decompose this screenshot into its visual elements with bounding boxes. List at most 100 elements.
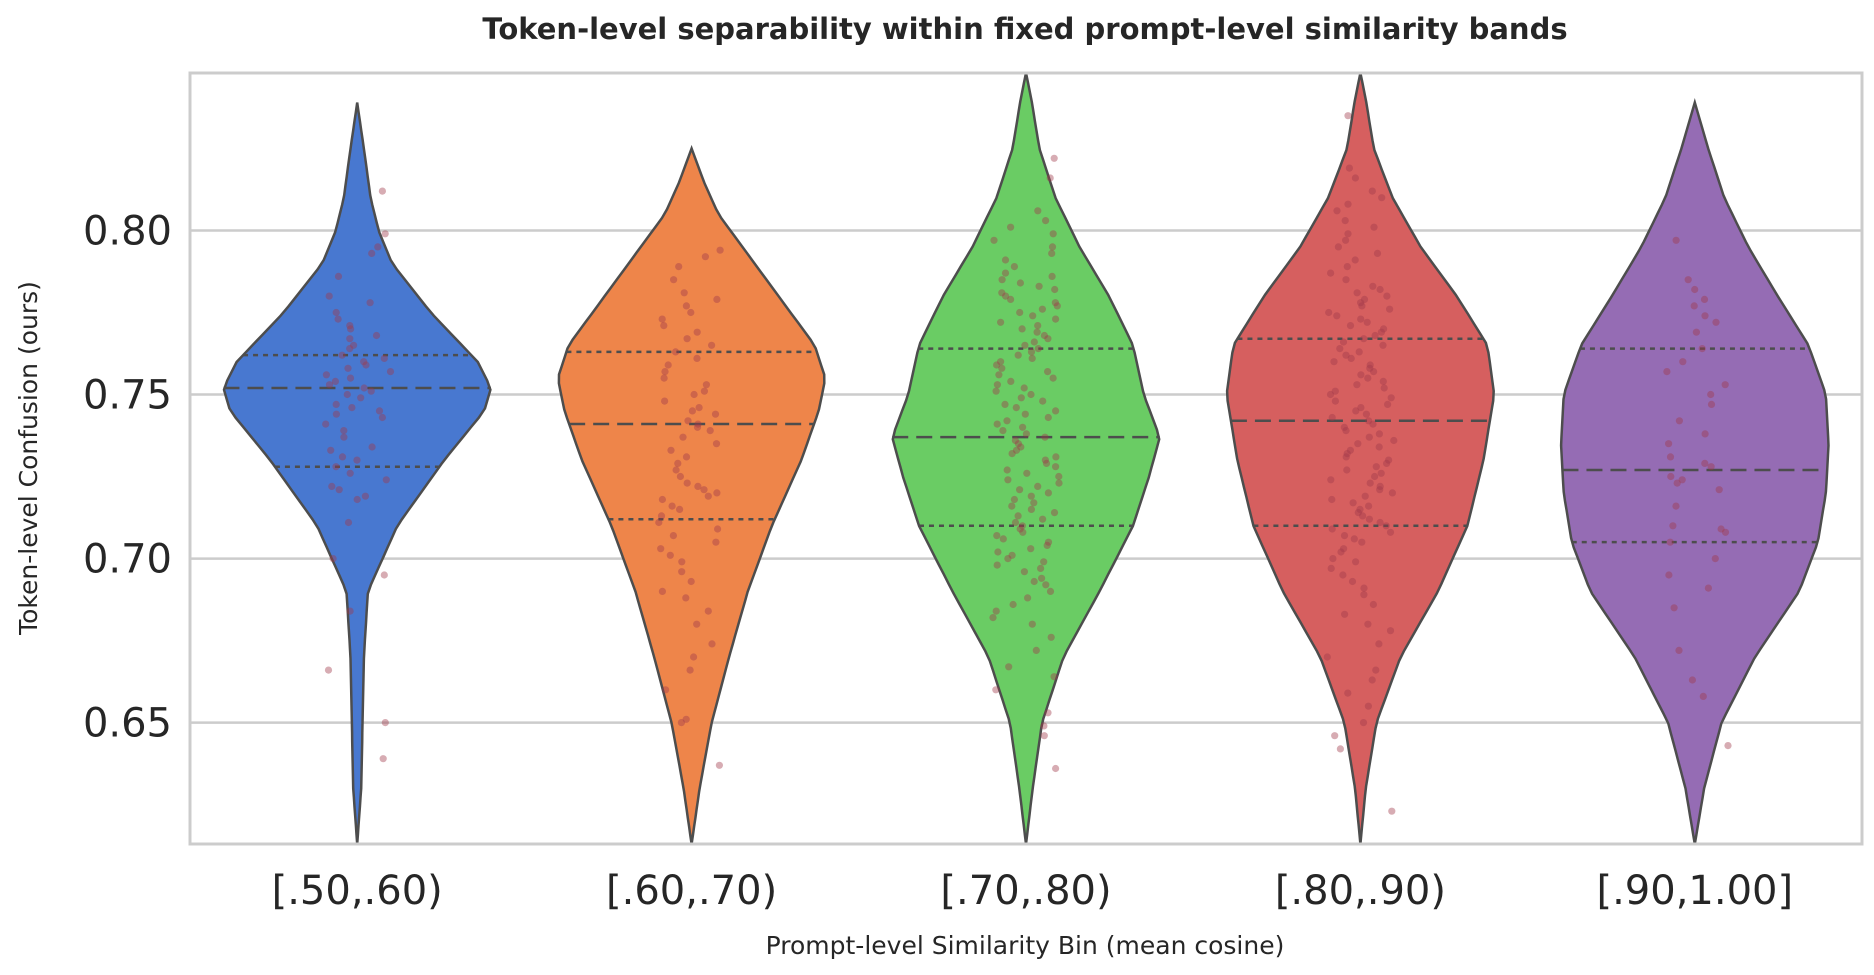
jitter-point xyxy=(346,345,354,353)
jitter-point xyxy=(700,387,709,395)
jitter-point xyxy=(1704,584,1712,592)
jitter-point xyxy=(1688,676,1696,684)
jitter-point xyxy=(1356,505,1364,513)
jitter-point xyxy=(682,715,690,723)
jitter-point xyxy=(1707,390,1715,399)
jitter-point xyxy=(1371,331,1379,340)
jitter-point xyxy=(670,276,678,284)
jitter-point xyxy=(661,368,669,376)
jitter-point xyxy=(658,587,667,596)
jitter-point xyxy=(993,381,1002,389)
jitter-point xyxy=(1701,459,1709,467)
jitter-point xyxy=(386,368,395,376)
jitter-point xyxy=(1355,348,1363,356)
jitter-point xyxy=(994,548,1002,556)
jitter-point xyxy=(1017,443,1025,451)
jitter-point xyxy=(334,315,342,323)
jitter-point xyxy=(702,381,711,389)
jitter-point xyxy=(1672,236,1680,244)
y-axis-label: Token-level Confusion (ours) xyxy=(14,281,43,636)
jitter-point xyxy=(1341,217,1349,225)
jitter-point xyxy=(677,719,686,727)
jitter-point xyxy=(1016,525,1024,533)
jitter-point xyxy=(1386,627,1395,635)
jitter-point xyxy=(1707,463,1715,471)
x-axis-label: Prompt-level Similarity Bin (mean cosine… xyxy=(766,931,1285,960)
jitter-point xyxy=(687,308,695,317)
jitter-point xyxy=(1670,604,1678,612)
jitter-point xyxy=(1357,315,1365,323)
jitter-point xyxy=(1362,410,1370,418)
jitter-point xyxy=(1344,689,1352,697)
jitter-point xyxy=(1044,368,1052,376)
jitter-point xyxy=(1034,322,1042,330)
jitter-point xyxy=(1371,472,1379,481)
jitter-point xyxy=(1375,430,1383,438)
violin-body xyxy=(1559,98,1830,845)
jitter-point xyxy=(1053,302,1061,310)
jitter-point xyxy=(1342,276,1350,284)
jitter-point xyxy=(1037,564,1045,573)
jitter-point xyxy=(1040,331,1048,340)
jitter-point xyxy=(1052,463,1060,471)
jitter-point xyxy=(1357,371,1365,379)
jitter-point xyxy=(1347,354,1355,362)
jitter-point xyxy=(662,686,670,694)
jitter-point xyxy=(1369,420,1377,428)
jitter-point xyxy=(1380,325,1388,333)
jitter-point xyxy=(693,423,702,431)
jitter-point xyxy=(1007,223,1015,231)
jitter-point xyxy=(1379,377,1387,385)
jitter-point xyxy=(672,348,680,356)
jitter-point xyxy=(1018,522,1026,530)
jitter-point xyxy=(657,545,665,553)
jitter-point xyxy=(1715,486,1723,494)
jitter-point xyxy=(999,535,1007,543)
jitter-point xyxy=(1379,341,1387,349)
jitter-point xyxy=(1354,508,1362,517)
jitter-point xyxy=(693,620,701,628)
jitter-point xyxy=(1007,377,1015,385)
jitter-point xyxy=(1352,407,1360,415)
jitter-point xyxy=(378,413,386,422)
jitter-point xyxy=(353,495,361,504)
jitter-point xyxy=(1376,518,1384,527)
jitter-point xyxy=(1027,492,1035,500)
jitter-point xyxy=(346,469,354,477)
jitter-point xyxy=(1700,295,1709,303)
jitter-point xyxy=(332,463,340,471)
jitter-point xyxy=(1388,807,1396,815)
jitter-point xyxy=(1042,581,1050,589)
jitter-point xyxy=(674,459,682,467)
jitter-point xyxy=(1328,495,1336,504)
jitter-point xyxy=(346,607,354,615)
jitter-point xyxy=(708,341,716,349)
jitter-point xyxy=(340,427,348,435)
jitter-point xyxy=(1387,394,1395,402)
jitter-point xyxy=(1711,555,1719,563)
jitter-point xyxy=(353,456,361,464)
jitter-point xyxy=(701,253,710,261)
jitter-point xyxy=(682,594,690,602)
jitter-point xyxy=(694,482,702,490)
jitter-point xyxy=(1386,305,1394,313)
jitter-point xyxy=(368,249,376,257)
jitter-point xyxy=(1034,207,1042,215)
jitter-point xyxy=(1352,558,1360,566)
jitter-point xyxy=(1009,600,1017,609)
jitter-point xyxy=(1034,345,1042,353)
jitter-point xyxy=(1666,453,1675,461)
jitter-point xyxy=(998,289,1006,297)
jitter-point xyxy=(708,640,716,648)
jitter-point xyxy=(1350,535,1358,543)
x-tick-label: [.90,1.00] xyxy=(1596,868,1793,914)
jitter-point xyxy=(672,466,680,474)
jitter-point xyxy=(361,492,369,500)
jitter-point xyxy=(1357,299,1365,307)
jitter-point xyxy=(664,361,672,369)
jitter-point xyxy=(1011,436,1020,445)
jitter-point xyxy=(360,358,368,366)
jitter-point xyxy=(1049,374,1057,382)
jitter-point xyxy=(1044,413,1052,422)
jitter-point xyxy=(658,495,667,504)
